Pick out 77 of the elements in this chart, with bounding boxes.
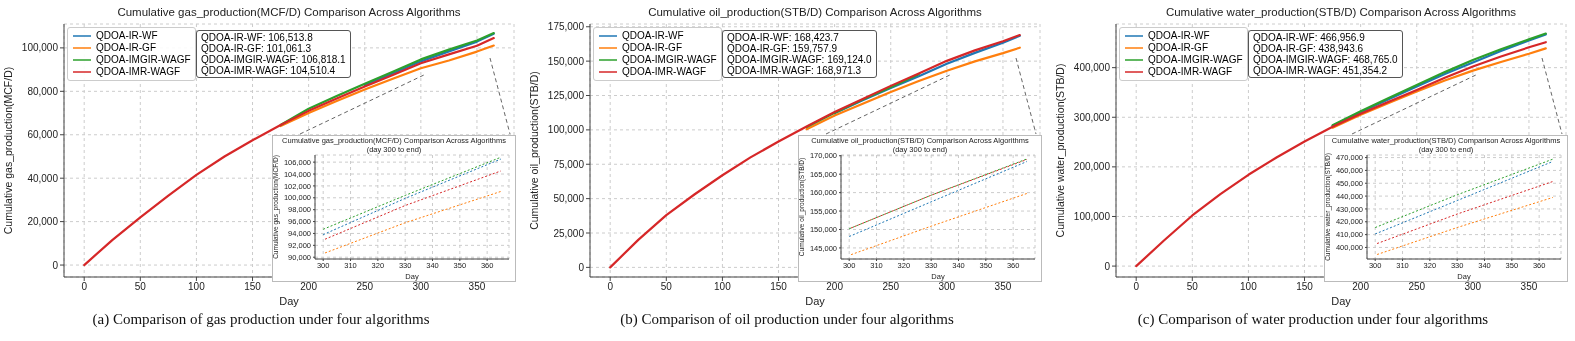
y-axis-title: Cumulative oil_production(STB/D) xyxy=(527,71,540,230)
y-tick-label: 100,000 xyxy=(1073,211,1111,223)
annotation: QDOA-IR-GF: 101,061.3 xyxy=(201,43,313,54)
annotation: QDOA-IMGIR-WAGF: 468,765.0 xyxy=(1253,54,1398,65)
y-tick-label: 200,000 xyxy=(1073,161,1111,173)
legend-label: QDOA-IMGIR-WAGF xyxy=(96,54,191,66)
x-tick-label: 100 xyxy=(188,281,206,293)
annotation: QDOA-IR-GF: 438,943.6 xyxy=(1253,43,1365,54)
y-tick-label: 100,000 xyxy=(21,42,59,54)
y-tick-label: 50,000 xyxy=(553,193,585,205)
y-tick-label: 60,000 xyxy=(27,129,59,141)
chart-title: Cumulative water_production(STB/D) Comparison Across Algorithms xyxy=(1164,6,1518,19)
x-tick-label: 200 xyxy=(300,281,318,293)
x-tick-label: 50 xyxy=(134,281,147,293)
x-tick-label: 150 xyxy=(244,281,262,293)
y-tick-label: 25,000 xyxy=(553,227,585,239)
x-tick-label: 0 xyxy=(1133,281,1140,293)
x-tick-label: 100 xyxy=(1240,281,1258,293)
x-tick-label: 300 xyxy=(412,281,430,293)
annotation: QDOA-IR-WF: 106,513.8 xyxy=(201,32,314,43)
x-tick-label: 150 xyxy=(1296,281,1314,293)
y-axis-title: Cumulative gas_production(MCF/D) xyxy=(1,66,14,235)
x-tick-label: 200 xyxy=(826,281,844,293)
y-tick-label: 300,000 xyxy=(1073,111,1111,123)
y-tick-label: 80,000 xyxy=(27,85,59,97)
annotation: QDOA-IR-WF: 466,956.9 xyxy=(1253,32,1366,43)
x-tick-label: 100 xyxy=(714,281,732,293)
x-tick-label: 0 xyxy=(81,281,88,293)
x-axis-title: Day xyxy=(805,295,826,307)
annotation: QDOA-IMR-WAGF: 168,971.3 xyxy=(727,65,863,76)
x-tick-label: 250 xyxy=(1408,281,1426,293)
annotation: QDOA-IMGIR-WAGF: 169,124.0 xyxy=(727,54,872,65)
annotation: QDOA-IMR-WAGF: 104,510.4 xyxy=(201,65,337,76)
x-tick-label: 350 xyxy=(994,281,1012,293)
y-axis-title: Cumulative water_production(STB/D) xyxy=(1053,63,1066,238)
legend-label: QDOA-IR-WF xyxy=(96,30,158,42)
legend-label: QDOA-IMR-WAGF xyxy=(96,66,181,78)
legend-label: QDOA-IR-GF xyxy=(1148,42,1208,54)
x-axis-title: Day xyxy=(1331,295,1352,307)
legend-label: QDOA-IMR-WAGF xyxy=(1148,66,1233,78)
x-tick-label: 250 xyxy=(356,281,374,293)
x-tick-label: 350 xyxy=(468,281,486,293)
annotation: QDOA-IMR-WAGF: 451,354.2 xyxy=(1253,65,1389,76)
x-tick-label: 300 xyxy=(938,281,956,293)
text: (c) Comparison of water production under four algorithms xyxy=(1136,311,1490,328)
legend-label: QDOA-IMR-WAGF xyxy=(622,66,707,78)
legend-label: QDOA-IR-GF xyxy=(622,42,682,54)
x-tick-label: 250 xyxy=(882,281,900,293)
y-tick-label: 100,000 xyxy=(547,124,585,136)
x-tick-label: 150 xyxy=(770,281,788,293)
text: (b) Comparison of oil production under four algorithms xyxy=(619,311,955,328)
x-tick-label: 350 xyxy=(1520,281,1538,293)
y-tick-label: 125,000 xyxy=(547,90,585,102)
y-tick-label: 400,000 xyxy=(1073,62,1111,74)
legend-label: QDOA-IR-GF xyxy=(96,42,156,54)
x-tick-label: 50 xyxy=(660,281,673,293)
annotation: QDOA-IMGIR-WAGF: 106,818.1 xyxy=(201,54,346,65)
x-tick-label: 0 xyxy=(607,281,614,293)
x-tick-label: 200 xyxy=(1352,281,1370,293)
line-series xyxy=(363,32,495,87)
y-tick-label: 175,000 xyxy=(547,21,585,33)
chart-title: Cumulative oil_production(STB/D) Comparison Across Algorithms xyxy=(647,6,983,19)
annotation: QDOA-IR-GF: 159,757.9 xyxy=(727,43,839,54)
text: (a) Comparison of gas production under four algorithms xyxy=(91,311,431,328)
y-tick-label: 150,000 xyxy=(547,55,585,67)
legend-label: QDOA-IR-WF xyxy=(622,30,684,42)
annotation: QDOA-IR-WF: 168,423.7 xyxy=(727,32,840,43)
legend-label: QDOA-IMGIR-WAGF xyxy=(622,54,717,66)
x-tick-label: 300 xyxy=(1464,281,1482,293)
y-tick-label: 75,000 xyxy=(553,158,585,170)
chart-title: Cumulative gas_production(MCF/D) Comparison Across Algorithms xyxy=(116,6,462,19)
x-axis-title: Day xyxy=(279,295,300,307)
y-tick-label: 40,000 xyxy=(27,172,59,184)
legend-label: QDOA-IR-WF xyxy=(1148,30,1210,42)
legend-label: QDOA-IMGIR-WAGF xyxy=(1148,54,1243,66)
x-tick-label: 50 xyxy=(1186,281,1199,293)
y-tick-label: 20,000 xyxy=(27,216,59,228)
